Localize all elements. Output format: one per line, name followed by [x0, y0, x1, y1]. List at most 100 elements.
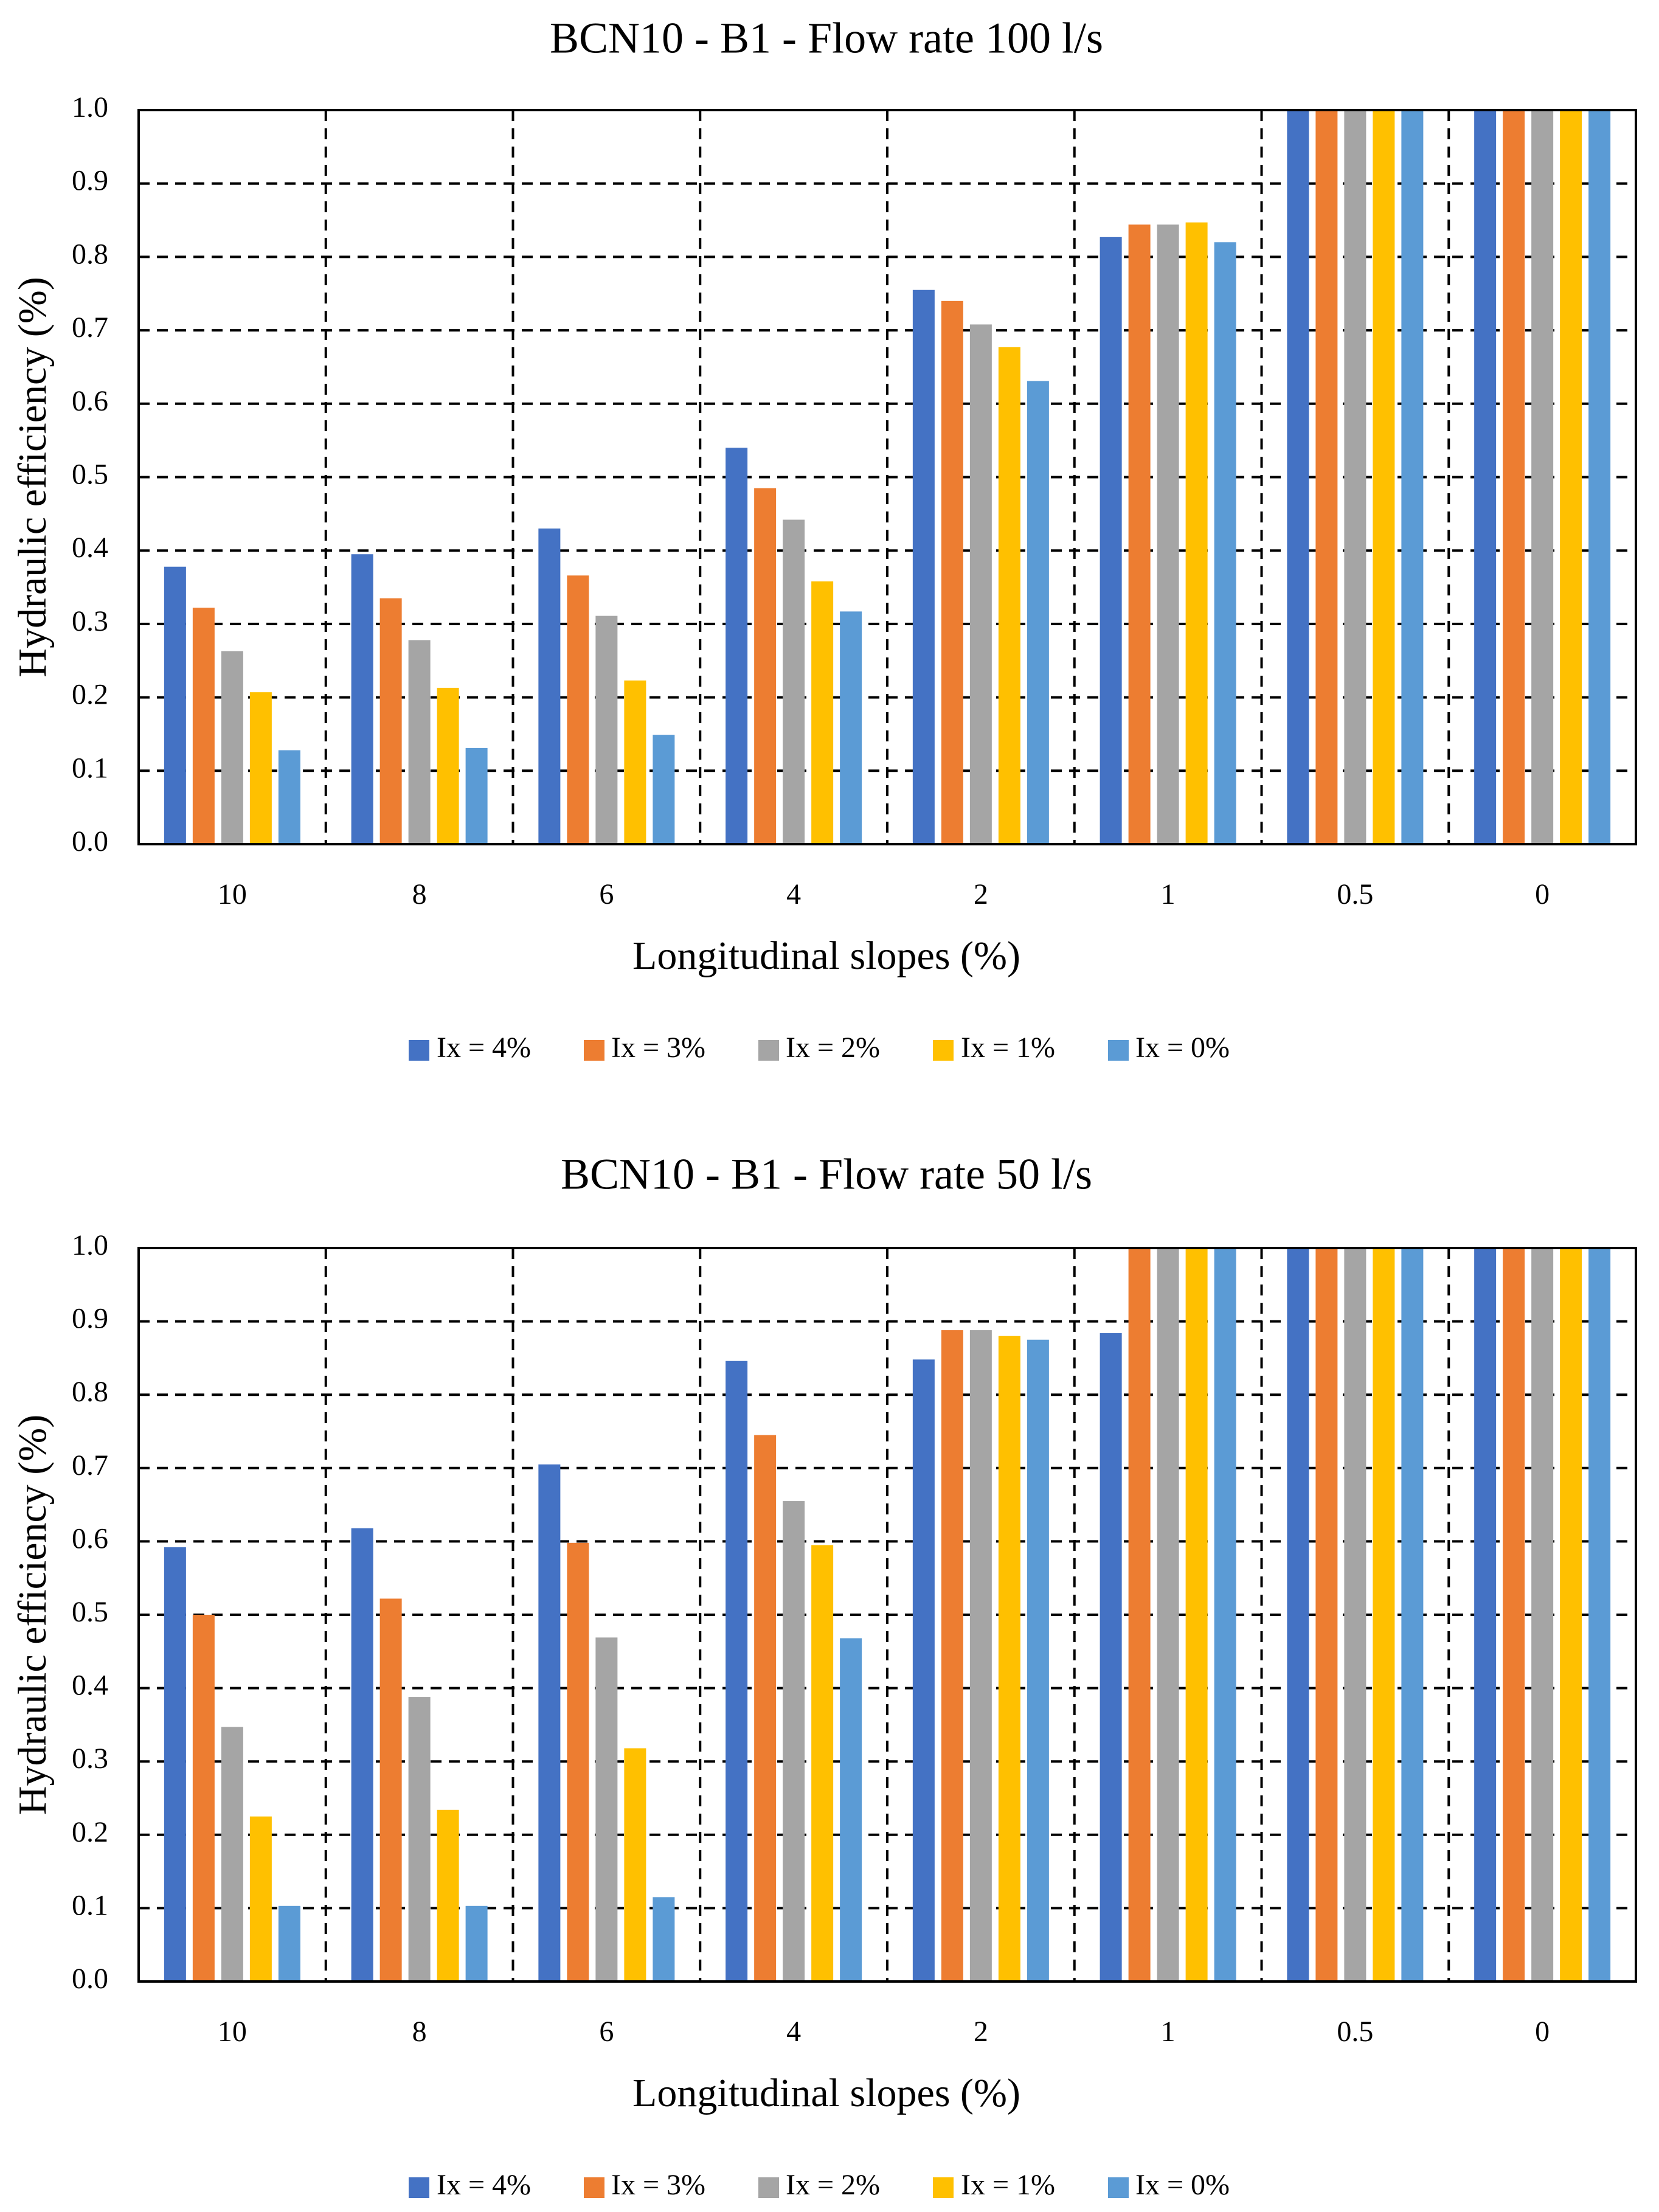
bar-ix-0--cat-0	[1588, 1248, 1611, 1981]
x-tick-label: 1	[1161, 2016, 1176, 2048]
bar-ix-2--cat-0_5	[1344, 110, 1366, 844]
bar-ix-0--cat-1	[1214, 1248, 1236, 1981]
bar-ix-3--cat-4	[754, 488, 777, 844]
y-tick-label: 0.5	[72, 459, 108, 491]
bar-ix-3--cat-10	[192, 1615, 215, 1981]
legend-swatch-2	[584, 2177, 604, 2198]
y-tick-label: 0.1	[72, 1889, 108, 1921]
legend-entry-5: Ix = 0%	[1135, 1031, 1230, 1064]
x-tick-label: 8	[412, 878, 427, 910]
legend-swatch-3	[758, 2177, 779, 2198]
bar-ix-0--cat-0	[1588, 110, 1611, 844]
bar-ix-0--cat-6	[653, 735, 675, 844]
bar-ix-1--cat-1	[1185, 222, 1208, 844]
bar-ix-3--cat-2	[941, 300, 963, 844]
bar-ix-2--cat-0	[1531, 1248, 1554, 1981]
y-tick-label: 0.0	[72, 1963, 108, 1995]
bar-ix-2--cat-1	[1157, 1248, 1179, 1981]
bar-ix-3--cat-6	[567, 575, 589, 844]
y-tick-label: 1.0	[72, 1229, 108, 1261]
y-axis-label: Hydraulic efficiency (%)	[10, 277, 55, 677]
y-axis-label: Hydraulic efficiency (%)	[10, 1415, 55, 1815]
y-tick-label: 0.4	[72, 1669, 108, 1702]
bar-ix-0--cat-1	[1214, 242, 1236, 844]
x-tick-label: 8	[412, 2016, 427, 2048]
bar-ix-4--cat-0	[1474, 1248, 1497, 1981]
x-tick-label: 6	[599, 2016, 614, 2048]
bar-ix-1--cat-4	[811, 581, 834, 844]
bar-ix-2--cat-0	[1531, 110, 1554, 844]
bar-ix-3--cat-10	[192, 608, 215, 844]
bar-ix-1--cat-4	[811, 1545, 834, 1981]
y-tick-label: 0.1	[72, 752, 108, 784]
bar-ix-3--cat-0	[1503, 1248, 1525, 1981]
bar-ix-1--cat-0	[1560, 1248, 1582, 1981]
bar-ix-0--cat-8	[465, 1905, 488, 1981]
x-tick-label: 10	[218, 2016, 247, 2048]
bar-ix-4--cat-10	[164, 1547, 186, 1981]
y-tick-label: 0.9	[72, 165, 108, 197]
chart-title: BCN10 - B1 - Flow rate 100 l/s	[550, 14, 1103, 63]
bar-ix-4--cat-1	[1100, 1333, 1122, 1981]
bar-ix-3--cat-6	[567, 1542, 589, 1981]
y-tick-label: 0.3	[72, 605, 108, 637]
y-tick-label: 0.7	[72, 1449, 108, 1482]
bar-ix-1--cat-1	[1185, 1248, 1208, 1981]
bar-ix-4--cat-4	[726, 1361, 748, 1981]
bar-ix-0--cat-10	[278, 1905, 300, 1981]
bar-ix-2--cat-2	[969, 324, 992, 844]
y-tick-label: 0.7	[72, 311, 108, 344]
x-tick-label: 10	[218, 878, 247, 910]
y-tick-label: 0.0	[72, 825, 108, 858]
x-tick-label: 0	[1535, 878, 1550, 910]
bar-ix-4--cat-0_5	[1287, 1248, 1309, 1981]
bar-ix-3--cat-8	[379, 1598, 402, 1981]
chart-title: BCN10 - B1 - Flow rate 50 l/s	[561, 1150, 1092, 1199]
legend-entry-3: Ix = 2%	[786, 2169, 880, 2201]
x-tick-label: 6	[599, 878, 614, 910]
chart-panel-2: BCN10 - B1 - Flow rate 50 l/s 0.0 0.1 0.2 0.…	[10, 1150, 1637, 2201]
legend-entry-1: Ix = 4%	[437, 1031, 531, 1064]
bar-ix-1--cat-8	[437, 1809, 459, 1981]
bar-ix-3--cat-0_5	[1315, 1248, 1338, 1981]
legend-entry-4: Ix = 1%	[961, 2169, 1055, 2201]
bar-ix-1--cat-10	[249, 692, 272, 844]
legend-entry-4: Ix = 1%	[961, 1031, 1055, 1064]
x-tick-label: 1	[1161, 878, 1176, 910]
x-tick-label: 2	[974, 2016, 988, 2048]
bar-ix-0--cat-2	[1027, 1339, 1049, 1981]
bar-ix-3--cat-4	[754, 1435, 777, 1981]
y-tick-label: 0.6	[72, 1522, 108, 1555]
bar-ix-0--cat-0_5	[1401, 1248, 1424, 1981]
bar-ix-1--cat-10	[249, 1816, 272, 1981]
bar-ix-3--cat-2	[941, 1330, 963, 1981]
bar-ix-4--cat-0	[1474, 110, 1497, 844]
bar-ix-1--cat-2	[998, 1336, 1020, 1981]
bar-ix-1--cat-0	[1560, 110, 1582, 844]
bar-ix-0--cat-2	[1027, 381, 1049, 844]
legend-entry-5: Ix = 0%	[1135, 2169, 1230, 2201]
bar-ix-4--cat-4	[726, 448, 748, 844]
bar-ix-1--cat-8	[437, 687, 459, 844]
bar-ix-3--cat-8	[379, 598, 402, 844]
bar-ix-2--cat-6	[595, 1637, 618, 1981]
x-tick-label: 4	[786, 2016, 801, 2048]
bar-ix-4--cat-0_5	[1287, 110, 1309, 844]
chart-panel-1: BCN10 - B1 - Flow rate 100 l/s 0.0 0.1 0.2 0…	[10, 14, 1637, 1064]
legend-swatch-4	[933, 1040, 954, 1061]
bar-ix-0--cat-6	[653, 1897, 675, 1981]
bar-ix-0--cat-4	[840, 611, 862, 844]
legend-entry-2: Ix = 3%	[611, 2169, 705, 2201]
bar-ix-1--cat-6	[624, 1748, 646, 1981]
bar-ix-4--cat-6	[538, 1464, 561, 1981]
x-tick-label: 0	[1535, 2016, 1550, 2048]
bar-ix-2--cat-6	[595, 615, 618, 844]
y-tick-label: 0.3	[72, 1742, 108, 1775]
y-tick-label: 0.6	[72, 385, 108, 417]
bar-ix-0--cat-10	[278, 750, 300, 844]
bar-ix-3--cat-0	[1503, 110, 1525, 844]
bar-ix-2--cat-10	[221, 651, 243, 844]
bar-ix-1--cat-0_5	[1373, 1248, 1395, 1981]
bar-ix-4--cat-6	[538, 528, 561, 844]
bar-ix-1--cat-0_5	[1373, 110, 1395, 844]
